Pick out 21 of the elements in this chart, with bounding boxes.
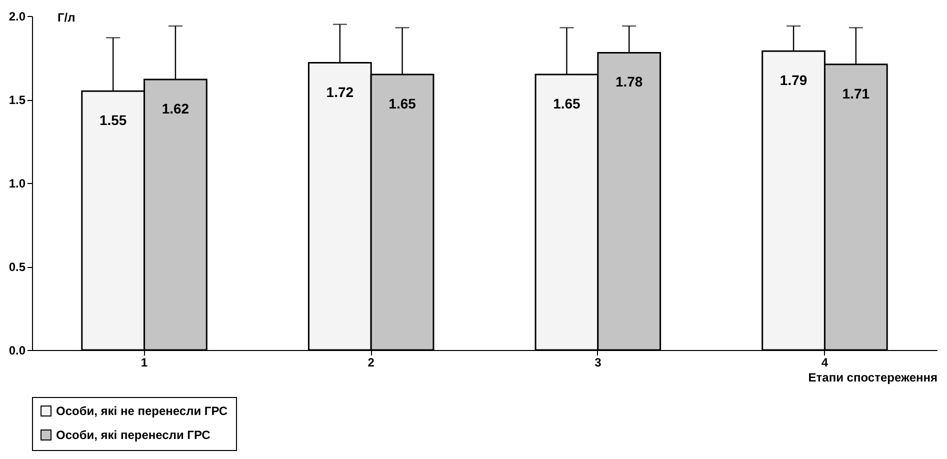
y-tick-label: 0.5 bbox=[8, 260, 26, 274]
data-label: 1.78 bbox=[615, 74, 643, 90]
data-label: 1.55 bbox=[99, 112, 127, 128]
data-label: 1.65 bbox=[553, 95, 581, 112]
y-tick-label: 2.0 bbox=[8, 10, 26, 24]
data-label: 1.62 bbox=[162, 100, 190, 116]
x-tick-label: 1 bbox=[140, 356, 148, 370]
data-label: 1.65 bbox=[388, 95, 416, 112]
x-axis-title: Етапи спостереження bbox=[808, 370, 938, 384]
legend-label: Особи, які не перенесли ГРС bbox=[56, 404, 228, 418]
x-tick-label: 4 bbox=[821, 356, 828, 370]
y-tick-label: 0.0 bbox=[8, 344, 26, 358]
data-label: 1.71 bbox=[842, 85, 870, 102]
y-axis-title: Г/л bbox=[58, 10, 76, 24]
x-tick-label: 3 bbox=[594, 356, 602, 370]
data-label: 1.72 bbox=[326, 84, 354, 100]
data-label: 1.79 bbox=[780, 72, 808, 88]
y-tick-label: 1.5 bbox=[8, 93, 26, 107]
y-tick-label: 1.0 bbox=[8, 176, 26, 190]
x-tick-label: 2 bbox=[368, 356, 375, 370]
legend-label: Особи, які перенесли ГРС bbox=[56, 428, 211, 442]
